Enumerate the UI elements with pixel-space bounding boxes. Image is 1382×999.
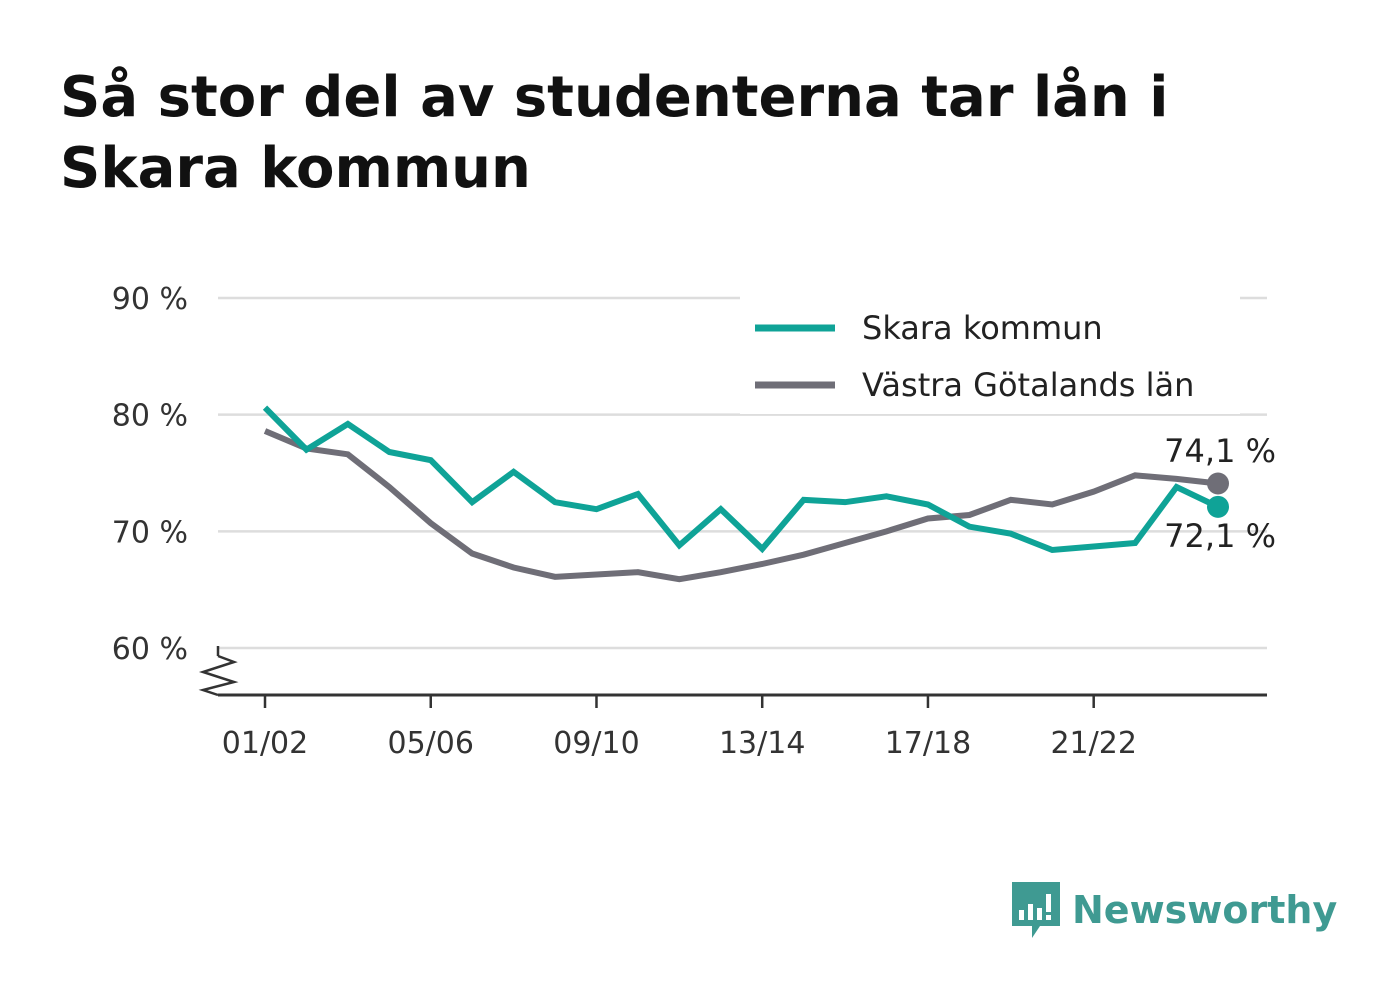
x-tick-label: 09/10: [553, 726, 639, 761]
series-line: [262, 405, 1220, 554]
end-value-label: 72,1 %: [1164, 517, 1276, 555]
series-line: [263, 428, 1219, 583]
series-lines: [262, 405, 1229, 583]
y-tick-label: 90 %: [112, 282, 188, 317]
legend-label: Skara kommun: [862, 309, 1103, 347]
end-labels: 72,1 % 74,1 %: [1164, 432, 1276, 555]
chart-title: Så stor del av studenterna tar lån i Ska…: [60, 65, 1169, 201]
series-end-marker: [1207, 472, 1229, 495]
x-tick-label: 17/18: [885, 726, 971, 761]
newsworthy-logo-icon: [1012, 882, 1060, 938]
x-axis: [198, 646, 1267, 697]
brand-name: Newsworthy: [1072, 888, 1338, 932]
axis-break-marker: [198, 654, 239, 697]
x-tick-label: 05/06: [388, 726, 474, 761]
x-tick-label: 01/02: [222, 726, 308, 761]
legend-label: Västra Götalands län: [862, 366, 1194, 404]
x-axis-tick-labels: 01/02 05/06 09/10 13/14 17/18 21/22: [222, 695, 1137, 761]
y-axis-tick-labels: 60 % 70 % 80 % 90 %: [112, 282, 188, 667]
y-tick-label: 60 %: [112, 632, 188, 667]
y-tick-label: 80 %: [112, 399, 188, 434]
x-tick-label: 13/14: [719, 726, 805, 761]
end-value-label: 74,1 %: [1164, 432, 1276, 470]
x-tick-label: 21/22: [1050, 726, 1136, 761]
legend: Skara kommun Västra Götalands län: [740, 296, 1240, 414]
series-end-marker: [1207, 495, 1229, 518]
legend-background: [740, 296, 1240, 414]
y-tick-label: 70 %: [112, 515, 188, 550]
brand: Newsworthy: [1010, 878, 1337, 942]
